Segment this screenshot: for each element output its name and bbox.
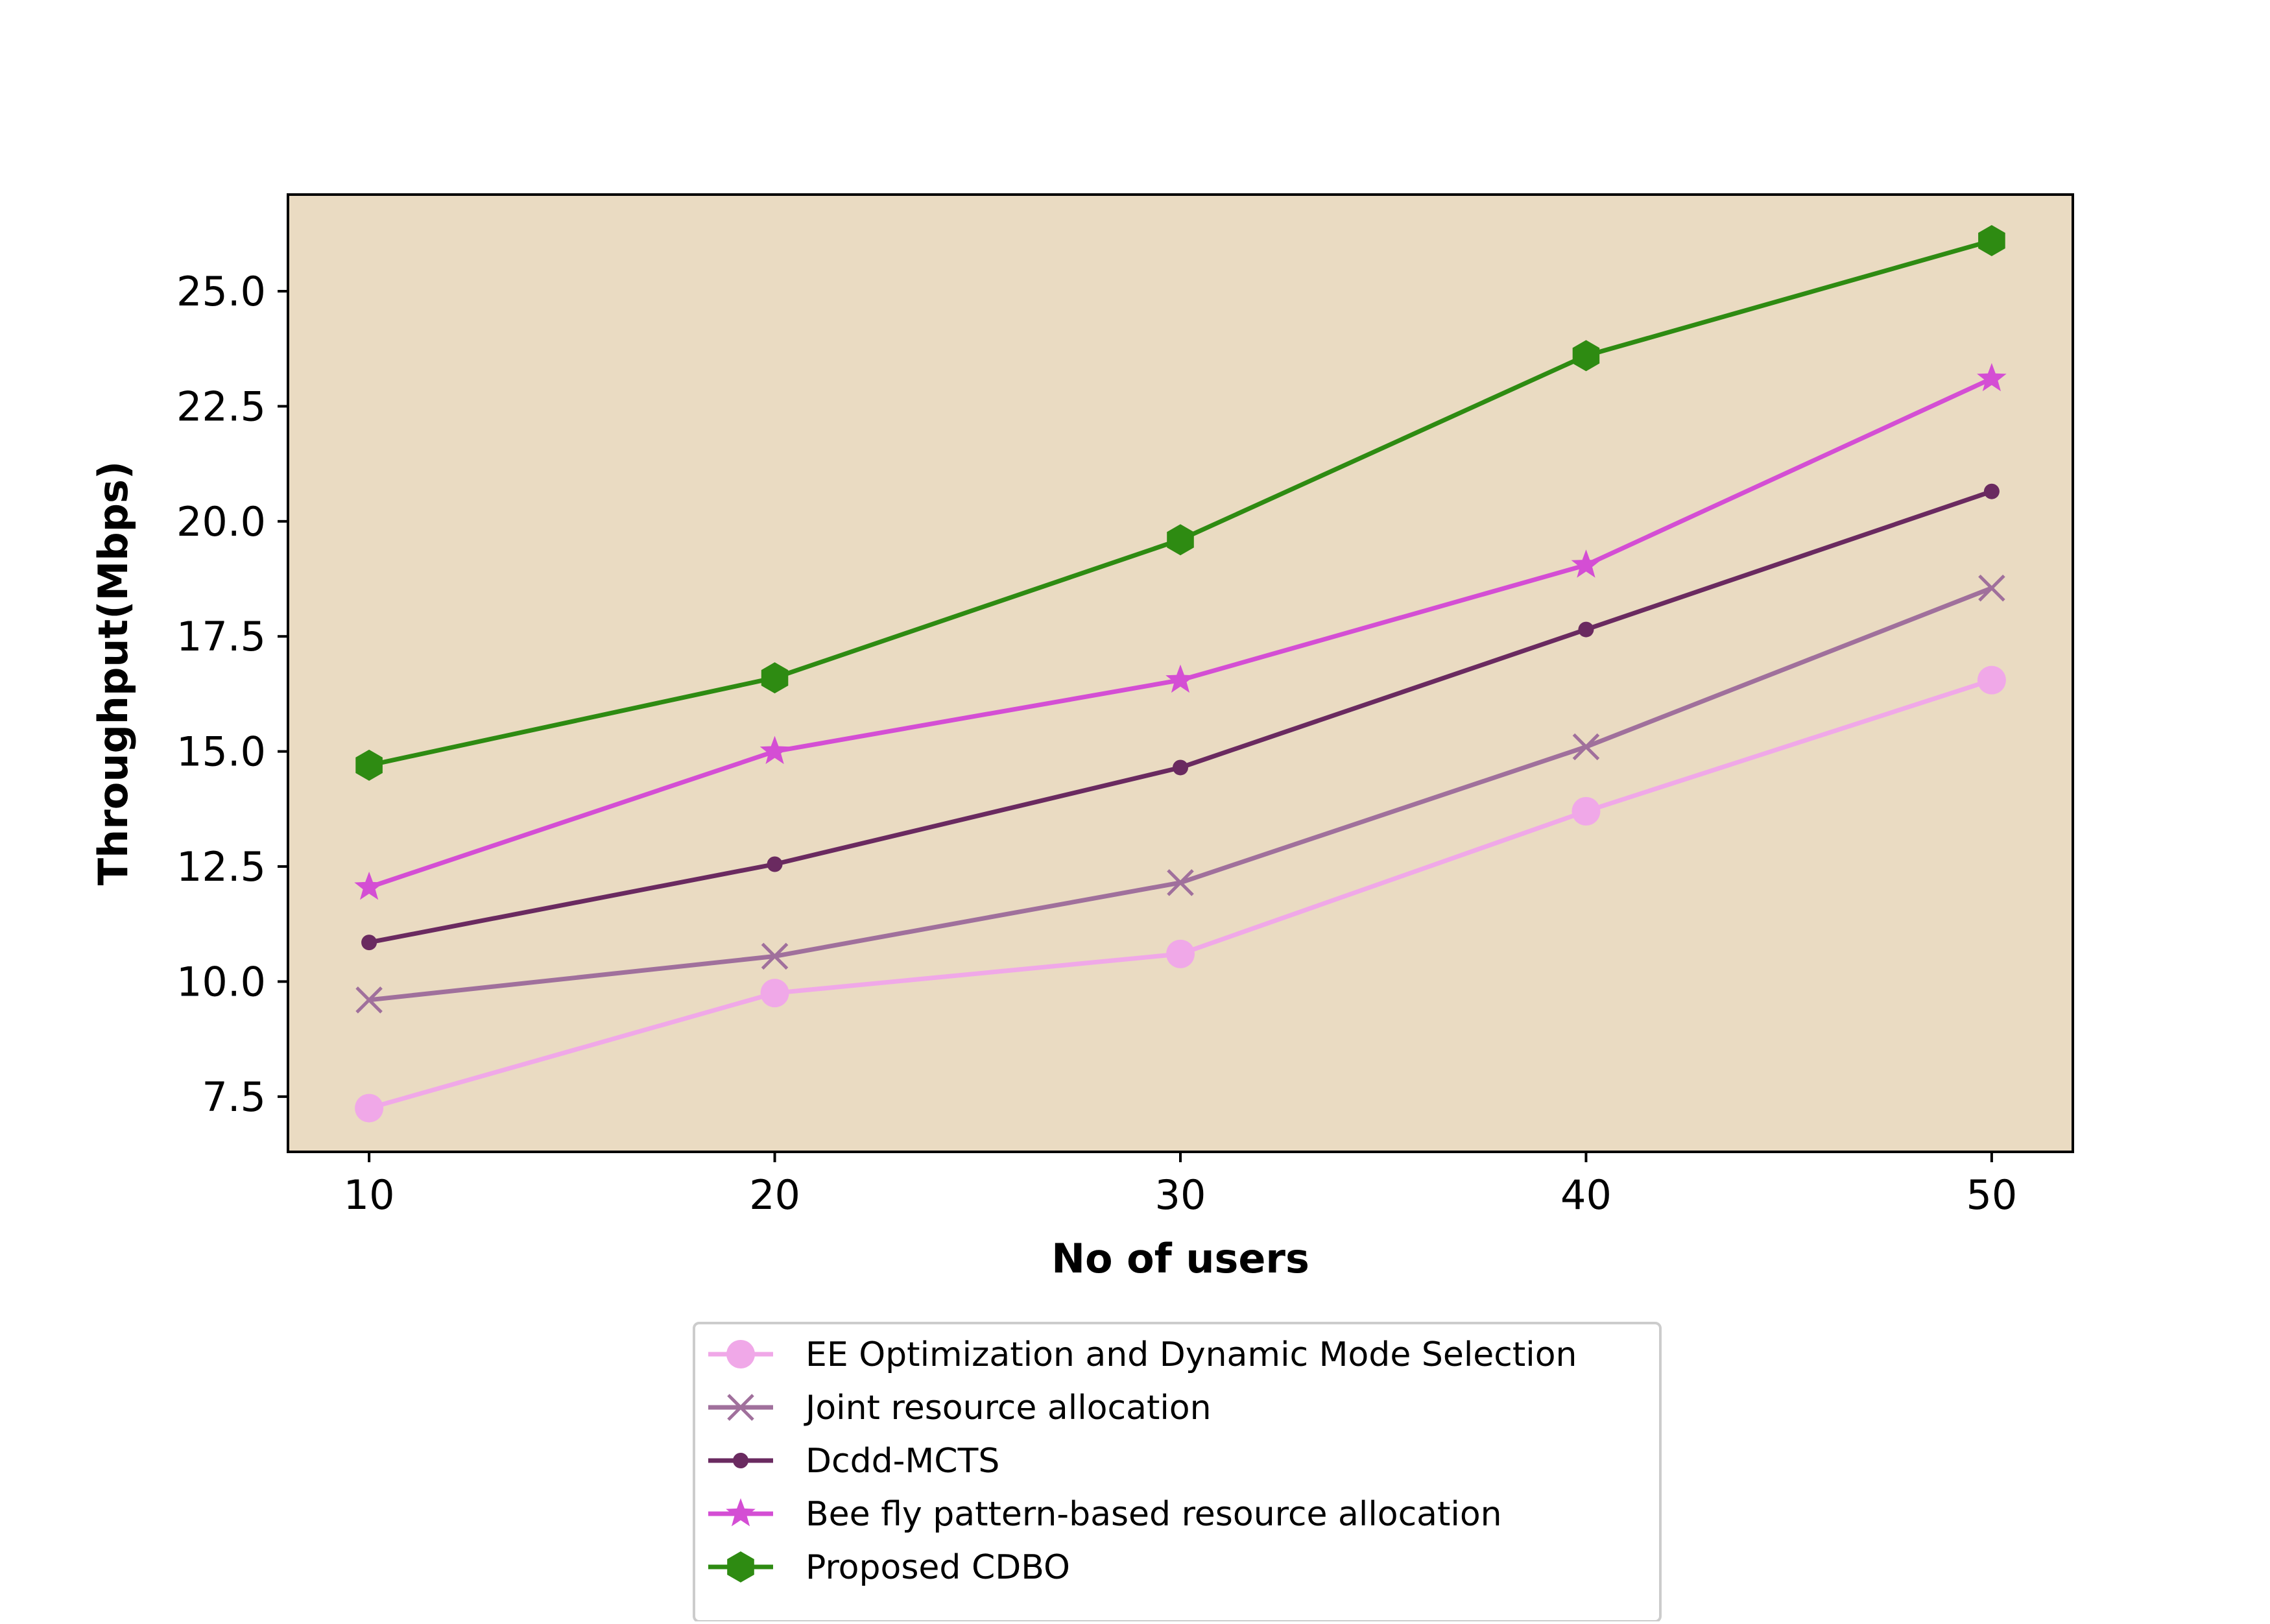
y-tick-label: 10.0 — [176, 958, 266, 1005]
marker-stroke — [355, 986, 383, 1014]
data-point — [1572, 733, 1600, 761]
legend-label: EE Optimization and Dynamic Mode Selecti… — [806, 1335, 1577, 1374]
series-layer — [354, 225, 2007, 1123]
legend-label: Bee fly pattern-based resource allocatio… — [806, 1495, 1502, 1534]
legend-item: Bee fly pattern-based resource allocatio… — [708, 1495, 1502, 1534]
data-point — [1977, 665, 2006, 695]
y-axis: 7.5 10.0 12.5 15.0 17.5 20.0 22.5 25.0 — [176, 268, 288, 1121]
x-tick-label: 30 — [1155, 1171, 1206, 1219]
x-tick-label: 20 — [749, 1171, 800, 1219]
data-point — [1571, 549, 1601, 578]
y-tick-label: 15.0 — [176, 728, 266, 776]
legend-marker — [733, 1453, 748, 1468]
legend-label: Dcdd-MCTS — [806, 1442, 999, 1481]
legend-label: Joint resource allocation — [804, 1389, 1212, 1427]
series-5 — [355, 225, 2005, 781]
y-axis-label: Throughput(Mbps) — [90, 461, 137, 885]
data-point — [355, 749, 383, 781]
data-point — [1978, 574, 2005, 602]
y-tick-label: 20.0 — [176, 498, 266, 545]
data-point — [1571, 796, 1601, 826]
marker-stroke — [1572, 733, 1600, 761]
y-tick-label: 7.5 — [202, 1073, 266, 1121]
y-tick-label: 22.5 — [176, 383, 266, 430]
x-tick-label: 10 — [344, 1171, 395, 1219]
series-4 — [354, 363, 2007, 900]
marker-stroke — [727, 1394, 754, 1421]
y-tick-label: 12.5 — [176, 843, 266, 890]
data-point — [1977, 363, 2007, 392]
data-point — [354, 872, 384, 900]
data-point — [759, 735, 790, 765]
legend-marker — [726, 1340, 755, 1368]
data-point — [361, 935, 377, 951]
data-point — [1165, 664, 1195, 693]
series-1 — [355, 665, 2006, 1123]
data-point — [355, 1093, 384, 1123]
data-point — [1983, 483, 2000, 499]
y-tick-label: 25.0 — [176, 268, 266, 315]
data-point — [761, 662, 789, 694]
marker-stroke — [1167, 869, 1194, 896]
legend-marker — [727, 1394, 754, 1421]
series-2 — [355, 574, 2005, 1014]
legend-item: Dcdd-MCTS — [708, 1442, 999, 1481]
x-axis: 10 20 30 40 50 — [344, 1152, 2017, 1219]
legend: EE Optimization and Dynamic Mode Selecti… — [693, 1322, 1662, 1623]
legend-marker — [727, 1551, 754, 1582]
legend-item: Proposed CDBO — [708, 1548, 1070, 1587]
legend-label: Proposed CDBO — [806, 1548, 1070, 1587]
legend-item: Joint resource allocation — [708, 1389, 1212, 1427]
y-tick-label: 17.5 — [176, 613, 266, 660]
data-point — [761, 942, 789, 970]
data-point — [355, 986, 383, 1014]
series-3 — [361, 483, 2000, 951]
legend-item: EE Optimization and Dynamic Mode Selecti… — [708, 1335, 1577, 1374]
data-point — [1978, 225, 2005, 256]
data-point — [760, 979, 789, 1008]
marker-stroke — [761, 942, 789, 970]
data-point — [1173, 759, 1188, 776]
x-tick-label: 50 — [1966, 1171, 2017, 1219]
data-point — [1572, 340, 1600, 372]
x-tick-label: 40 — [1560, 1171, 1612, 1219]
data-point — [1167, 869, 1194, 896]
data-point — [1167, 524, 1194, 556]
data-point — [767, 856, 783, 872]
data-point — [1578, 621, 1594, 638]
data-point — [1166, 939, 1195, 968]
legend-marker — [726, 1498, 756, 1527]
marker-stroke — [1978, 574, 2005, 602]
x-axis-label: No of users — [1051, 1235, 1309, 1282]
